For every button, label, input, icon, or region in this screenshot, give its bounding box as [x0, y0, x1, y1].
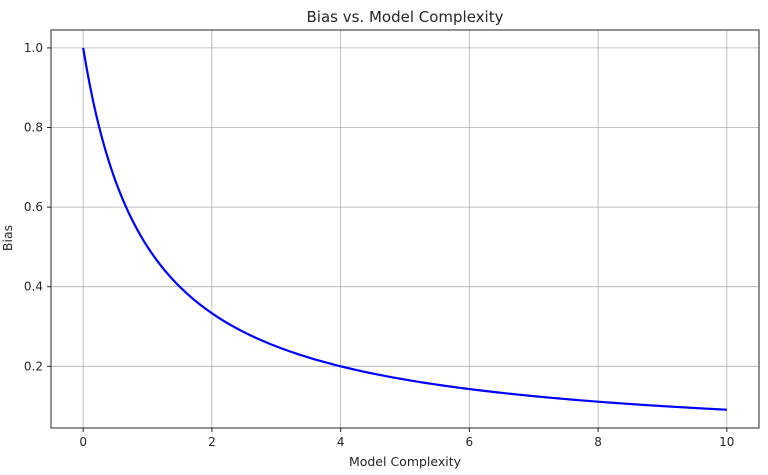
- y-tick-label: 0.8: [24, 121, 43, 135]
- x-tick-label: 0: [79, 435, 87, 449]
- x-tick-label: 8: [594, 435, 602, 449]
- x-axis-label: Model Complexity: [349, 454, 462, 469]
- bias-curve: [82, 47, 727, 411]
- x-tick-label: 4: [337, 435, 345, 449]
- y-axis-label: Bias: [0, 225, 15, 251]
- y-tick-label: 1.0: [24, 41, 43, 55]
- y-axis-ticks: 0.2 0.4 0.6 0.8 1.0: [24, 41, 51, 373]
- data-series: [82, 47, 727, 411]
- x-tick-label: 10: [719, 435, 734, 449]
- y-tick-label: 0.4: [24, 280, 43, 294]
- chart-title: Bias vs. Model Complexity: [307, 8, 504, 26]
- x-tick-label: 2: [208, 435, 216, 449]
- y-tick-label: 0.2: [24, 359, 43, 373]
- x-axis-ticks: 0 2 4 6 8 10: [79, 428, 734, 449]
- grid-lines: [51, 30, 759, 428]
- y-tick-label: 0.6: [24, 200, 43, 214]
- x-tick-label: 6: [466, 435, 474, 449]
- plot-frame: [50, 29, 760, 429]
